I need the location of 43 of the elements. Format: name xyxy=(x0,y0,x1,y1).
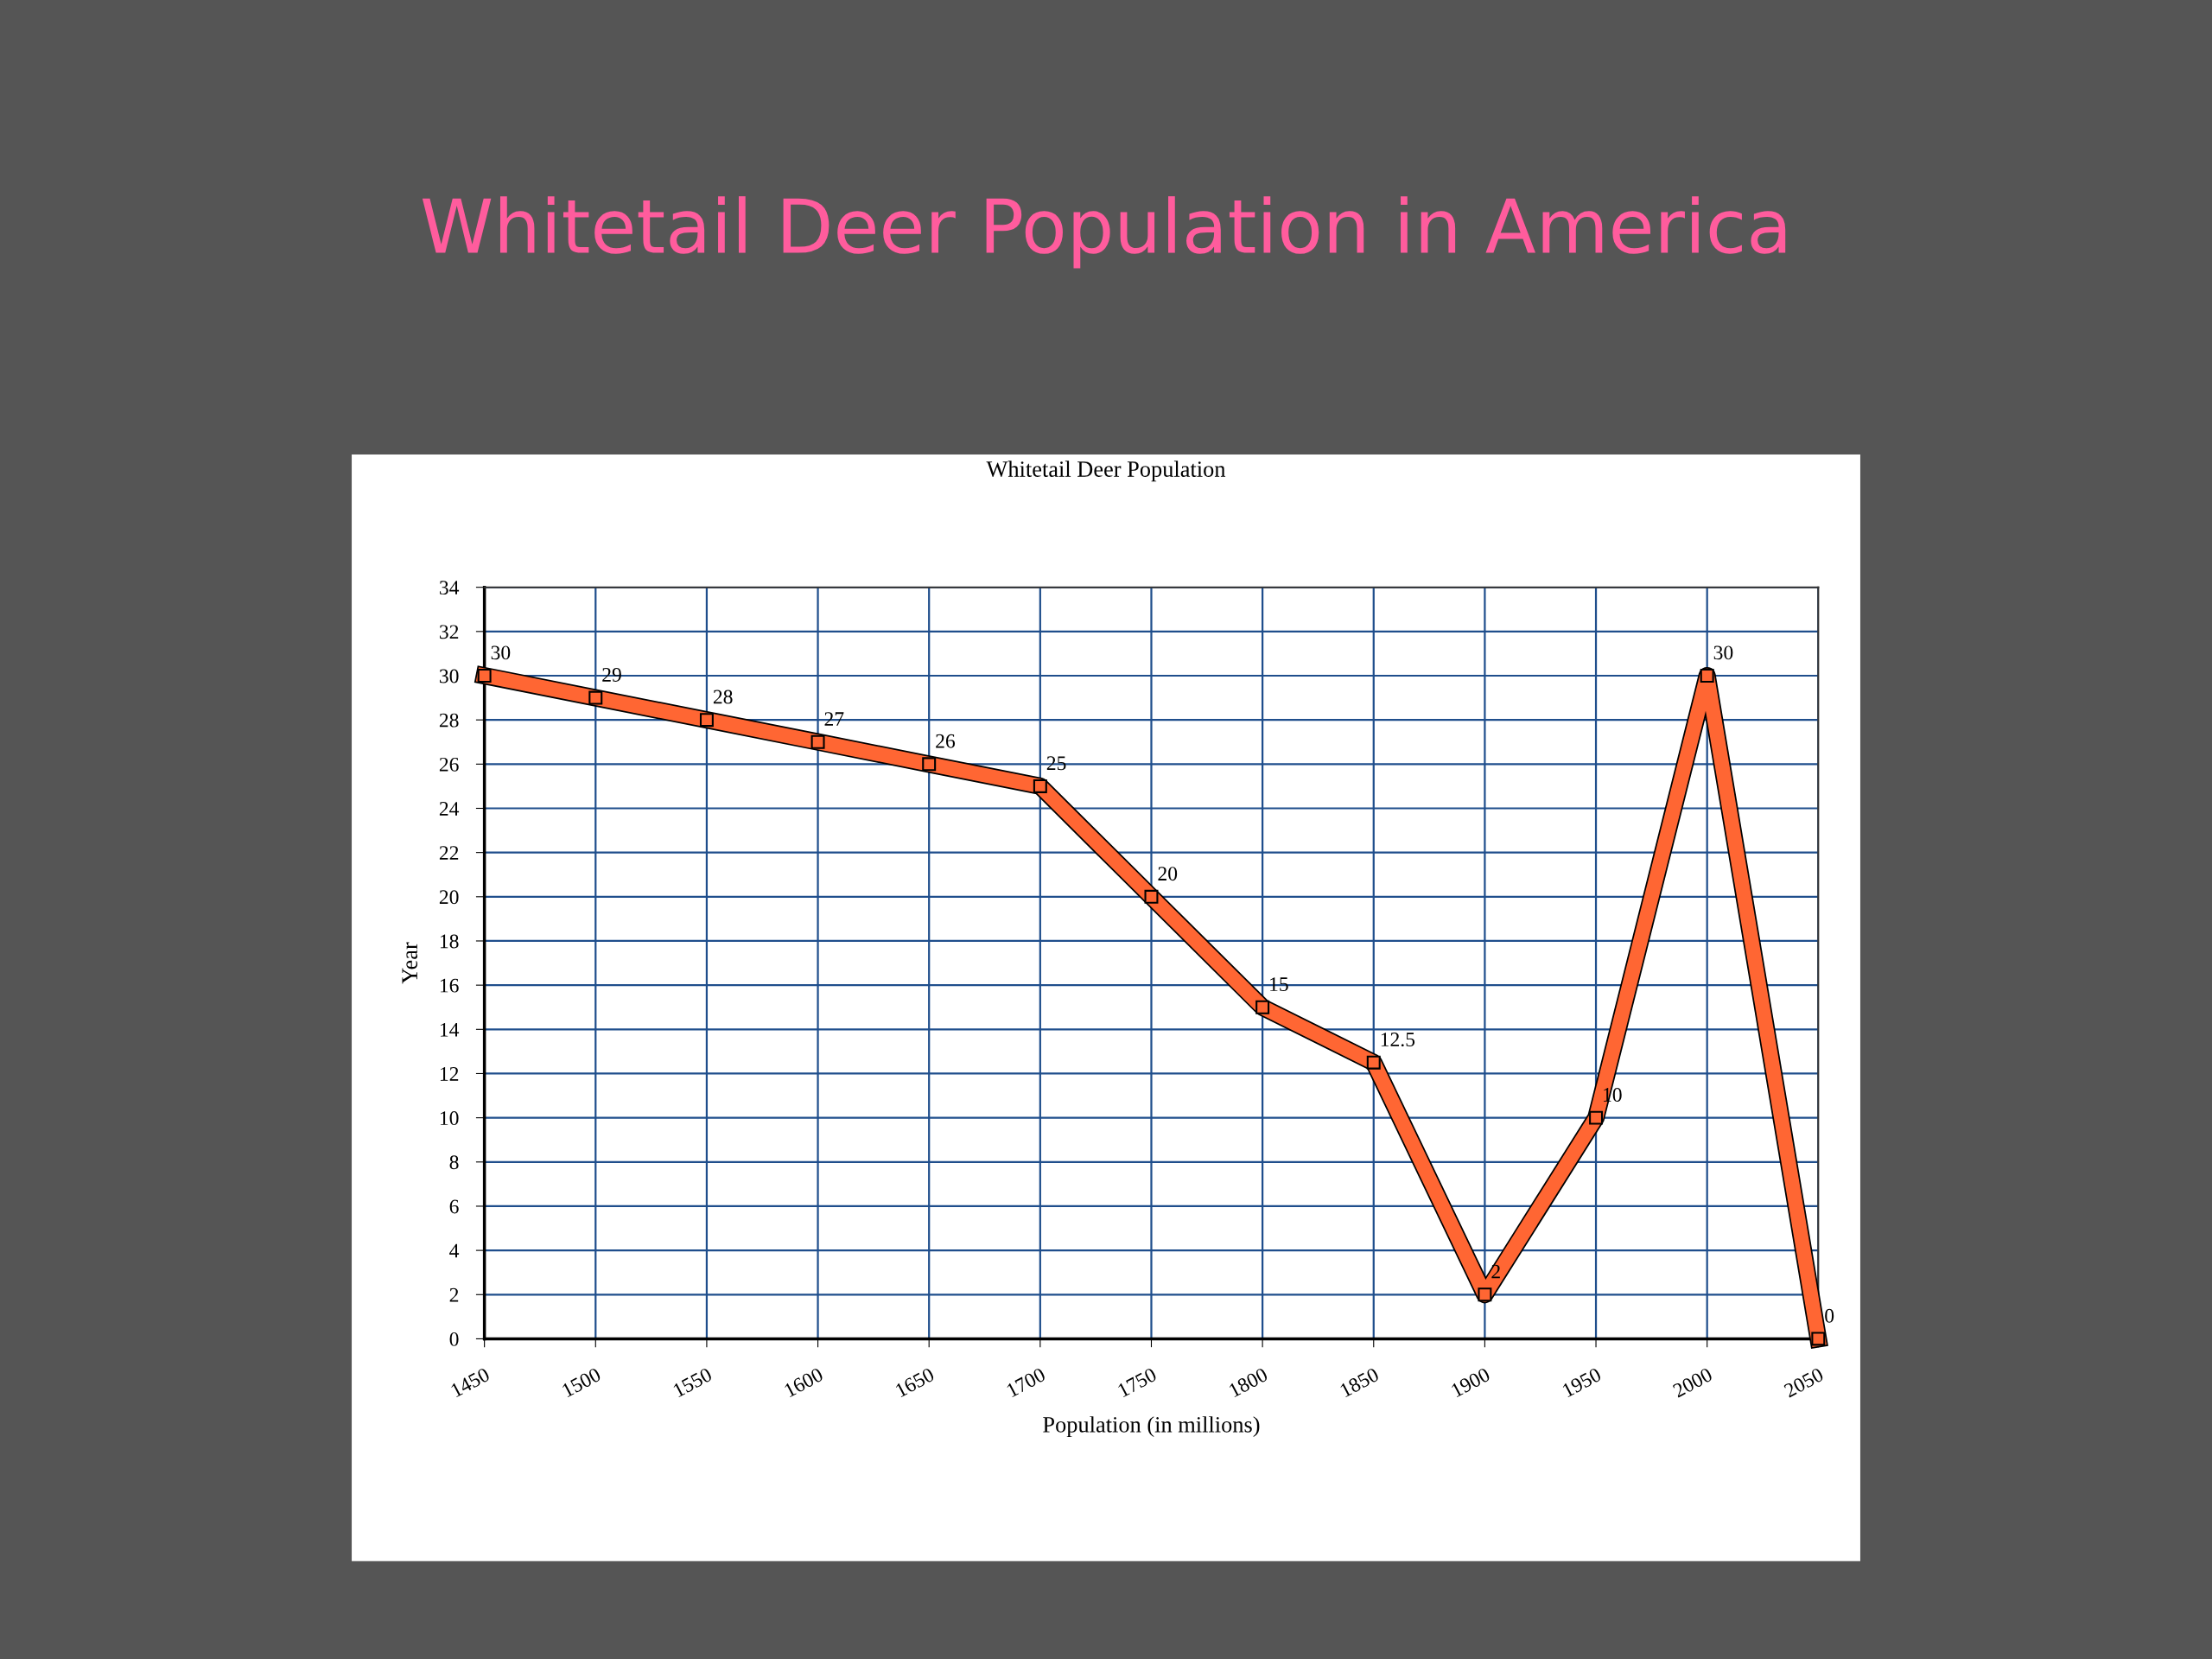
data-label: 26 xyxy=(936,734,956,748)
x-tick-label: 1600 xyxy=(784,1367,824,1398)
y-tick-label: 10 xyxy=(440,1111,459,1126)
y-tick-label: 34 xyxy=(439,581,460,595)
chart-subtitle: Whitetail Deer Population xyxy=(986,461,1226,482)
data-label: 20 xyxy=(1158,867,1178,881)
y-tick-label: 24 xyxy=(439,802,460,816)
data-label: 28 xyxy=(713,690,733,704)
y-tick-label: 20 xyxy=(439,890,459,905)
y-tick-label: 28 xyxy=(439,713,459,728)
x-axis-title: Population (in millions) xyxy=(1043,1416,1260,1438)
y-tick-label: 18 xyxy=(440,934,459,949)
y-tick-label: 2 xyxy=(449,1287,459,1302)
x-tick-label: 1850 xyxy=(1339,1367,1380,1398)
x-tick-label: 1500 xyxy=(561,1367,602,1398)
y-axis-title: Year xyxy=(402,942,418,984)
y-tick-label: 0 xyxy=(449,1332,459,1346)
y-tick-label: 30 xyxy=(439,669,459,683)
data-label: 12.5 xyxy=(1381,1033,1415,1047)
data-label: 30 xyxy=(1713,645,1733,660)
y-tick-label: 14 xyxy=(440,1022,460,1037)
x-tick-label: 1950 xyxy=(1561,1367,1603,1398)
chart-title: Whitetail Deer Population in America xyxy=(422,196,1786,269)
y-tick-label: 26 xyxy=(439,757,459,772)
data-label: 0 xyxy=(1825,1308,1834,1323)
y-tick-label: 32 xyxy=(439,625,459,639)
x-tick-label: 2000 xyxy=(1672,1367,1713,1398)
y-tick-label: 8 xyxy=(449,1155,459,1170)
y-tick-label: 12 xyxy=(440,1067,459,1081)
x-tick-label: 1900 xyxy=(1450,1367,1491,1398)
x-tick-label: 1800 xyxy=(1228,1367,1269,1398)
x-tick-label: 1700 xyxy=(1006,1367,1046,1398)
y-tick-label: 22 xyxy=(439,846,459,860)
data-label: 30 xyxy=(491,645,511,660)
data-label: 2 xyxy=(1491,1264,1500,1279)
y-tick-label: 4 xyxy=(449,1243,460,1258)
x-tick-label: 1750 xyxy=(1116,1367,1158,1398)
x-tick-label: 1650 xyxy=(894,1367,936,1398)
y-tick-label: 6 xyxy=(449,1199,459,1214)
x-tick-label: 1450 xyxy=(450,1367,491,1398)
y-tick-label: 16 xyxy=(440,978,459,993)
x-tick-label: 1550 xyxy=(672,1367,713,1398)
x-tick-label: 2050 xyxy=(1783,1367,1825,1398)
